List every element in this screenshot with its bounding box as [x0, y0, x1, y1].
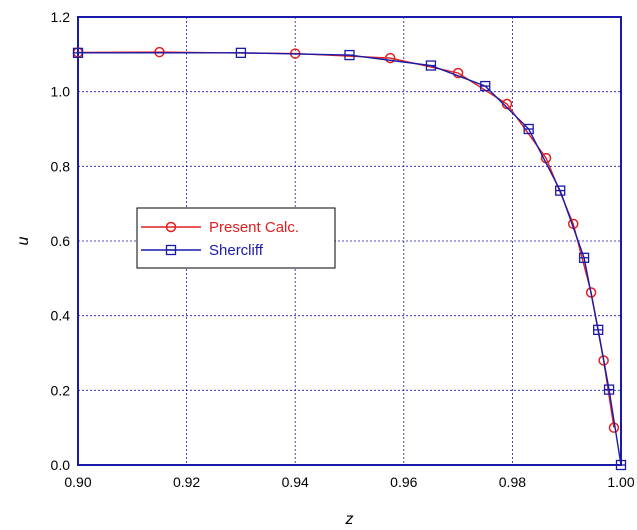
x-tick-label: 1.00 [607, 474, 634, 490]
x-tick-label: 0.94 [282, 474, 309, 490]
legend-item: Shercliff [141, 242, 264, 259]
series-shercliff [72, 47, 627, 471]
y-tick-label: 1.0 [51, 84, 71, 100]
data-point [593, 324, 604, 336]
x-tick-label: 0.98 [499, 474, 526, 490]
y-tick-label: 0.4 [51, 308, 71, 324]
y-axis-label: u [15, 236, 32, 245]
data-point [480, 80, 491, 92]
series-layer [72, 46, 627, 471]
data-point [154, 46, 165, 58]
data-point [523, 123, 534, 135]
data-point [344, 49, 355, 61]
data-point [452, 67, 464, 79]
x-axis-label: z [345, 511, 354, 528]
data-point [384, 52, 396, 64]
y-tick-label: 0.2 [51, 382, 71, 398]
legend: Present Calc. Shercliff [136, 207, 336, 269]
y-tick-label: 1.2 [51, 9, 71, 25]
y-tick-label: 0.6 [51, 233, 71, 249]
data-point [72, 47, 84, 58]
x-tick-label: 0.90 [64, 474, 91, 490]
plot-area [77, 16, 622, 466]
y-tick-label: 0.8 [51, 158, 71, 174]
legend-marker [165, 244, 177, 256]
legend-box [136, 207, 336, 269]
data-point [425, 60, 437, 71]
data-point [235, 47, 247, 58]
data-point [555, 185, 566, 196]
x-tick-label: 0.92 [173, 474, 200, 490]
x-tick-label: 0.96 [390, 474, 417, 490]
tick-labels: 0.90 0.92 0.94 0.96 0.98 1.00 0.0 0.2 0.4 0.6 0.8 1… [51, 9, 635, 490]
data-point [578, 252, 590, 263]
data-point [603, 384, 615, 395]
legend-marker [165, 221, 177, 233]
data-point [615, 459, 627, 471]
legend-label: Present Calc. [209, 219, 299, 236]
legend-label: Shercliff [209, 242, 264, 259]
y-tick-label: 0.0 [51, 457, 71, 473]
legend-item: Present Calc. [141, 219, 299, 236]
